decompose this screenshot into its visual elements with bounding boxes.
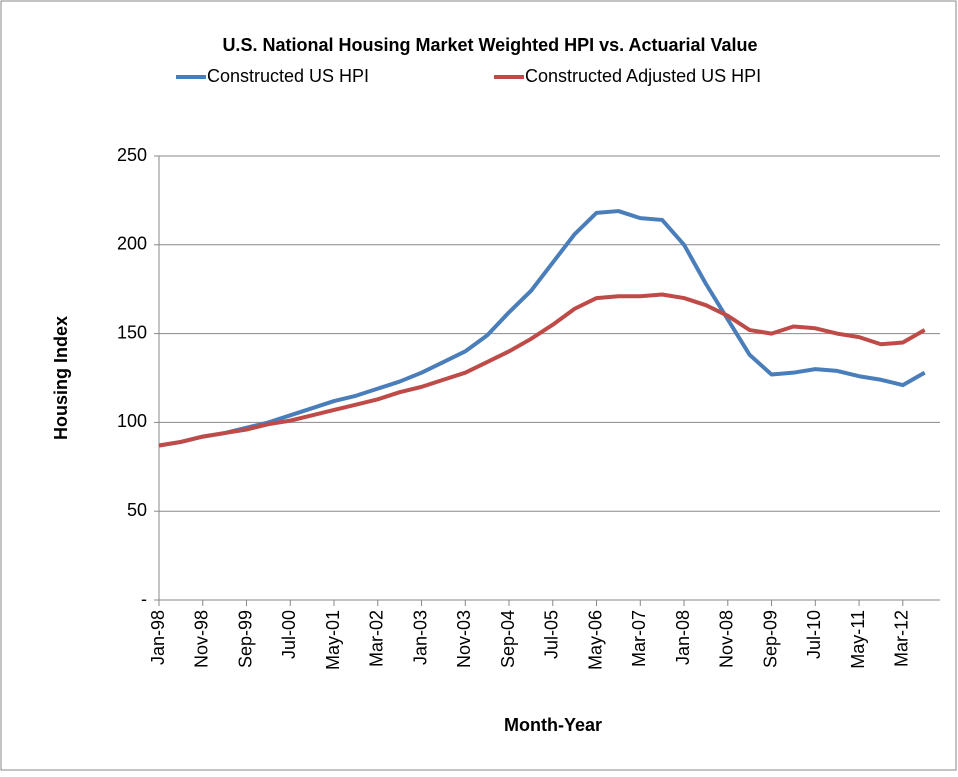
x-tick-label: Sep-99 (235, 610, 255, 668)
x-axis-title: Month-Year (504, 715, 602, 735)
series-line (158, 209, 926, 448)
x-tick-label: Sep-09 (760, 610, 780, 668)
y-tick-label: - (141, 589, 147, 609)
chart-title: U.S. National Housing Market Weighted HP… (222, 35, 757, 55)
x-tick-label: May-01 (323, 610, 343, 670)
x-tick-label: Mar-02 (367, 610, 387, 667)
legend-label: Constructed US HPI (207, 66, 369, 86)
y-axis-title: Housing Index (51, 316, 71, 440)
x-tick-label: Nov-03 (454, 610, 474, 668)
x-tick-label: Nov-98 (192, 610, 212, 668)
x-tick-label: Jan-98 (148, 610, 168, 665)
y-tick-label: 150 (117, 322, 147, 342)
x-tick-label: Jan-03 (410, 610, 430, 665)
y-tick-label: 50 (127, 500, 147, 520)
series-line (158, 292, 926, 448)
x-tick-label: Jul-00 (279, 610, 299, 659)
x-tick-label: Jul-10 (804, 610, 824, 659)
x-tick-label: Nov-08 (717, 610, 737, 668)
x-tick-label: Sep-04 (498, 610, 518, 668)
x-tick-label: Mar-07 (629, 610, 649, 667)
legend-label: Constructed Adjusted US HPI (525, 66, 761, 86)
x-tick-label: May-11 (848, 610, 868, 669)
y-tick-label: 200 (117, 234, 147, 254)
y-tick-label: 100 (117, 411, 147, 431)
y-tick-label: 250 (117, 145, 147, 165)
x-tick-label: Jul-05 (542, 610, 562, 659)
x-tick-label: May-06 (585, 610, 605, 670)
x-tick-label: Jan-08 (673, 610, 693, 665)
x-tick-label: Mar-12 (892, 610, 912, 667)
